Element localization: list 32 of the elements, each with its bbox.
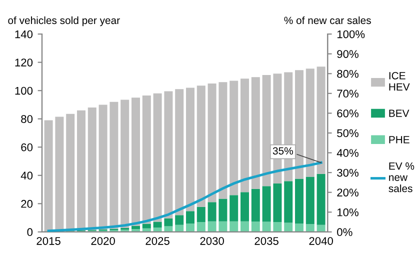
y2-axis-title: % of new car sales [284, 16, 371, 24]
y-tick-label: 120 [15, 58, 33, 66]
y-axis-title: of vehicles sold per year [8, 16, 120, 26]
y2-tick-label: 70% [337, 90, 358, 98]
legend-label: EV % new sales [388, 162, 414, 192]
y2-tick-label: 100% [337, 30, 365, 38]
y-tick-label: 100 [15, 86, 33, 95]
y2-tick-label: 80% [337, 70, 358, 78]
x-tick-label: 2025 [146, 237, 170, 245]
y2-tick-label: 60% [337, 109, 358, 118]
x-tick-label: 2030 [200, 237, 224, 245]
y2-tick-label: 40% [336, 149, 358, 157]
y-tick-label: 140 [15, 30, 33, 38]
annotation: 35% [272, 147, 293, 155]
x-tick-label: 2035 [254, 237, 278, 245]
y2-tick-label: 90% [337, 50, 358, 58]
y-tick-label: 0 [27, 228, 33, 236]
y-tick-label: 80 [21, 115, 33, 123]
y-tick-label: 60 [21, 143, 33, 152]
legend-label: PHE [389, 136, 410, 144]
y2-tick-label: 20% [337, 188, 358, 196]
y2-tick-label: 30% [337, 168, 358, 177]
x-tick-label: 2015 [36, 237, 60, 245]
x-tick-label: 2020 [91, 237, 115, 245]
y2-tick-label: 10% [337, 208, 358, 216]
legend-label: ICE HEV [389, 72, 410, 91]
y-tick-label: 40 [20, 172, 33, 180]
legend-label: BEV [389, 110, 410, 117]
y2-tick-label: 0% [337, 228, 352, 236]
y2-tick-label: 50% [337, 129, 358, 138]
y-tick-label: 20 [21, 200, 33, 208]
x-tick-label: 2040 [309, 237, 333, 245]
